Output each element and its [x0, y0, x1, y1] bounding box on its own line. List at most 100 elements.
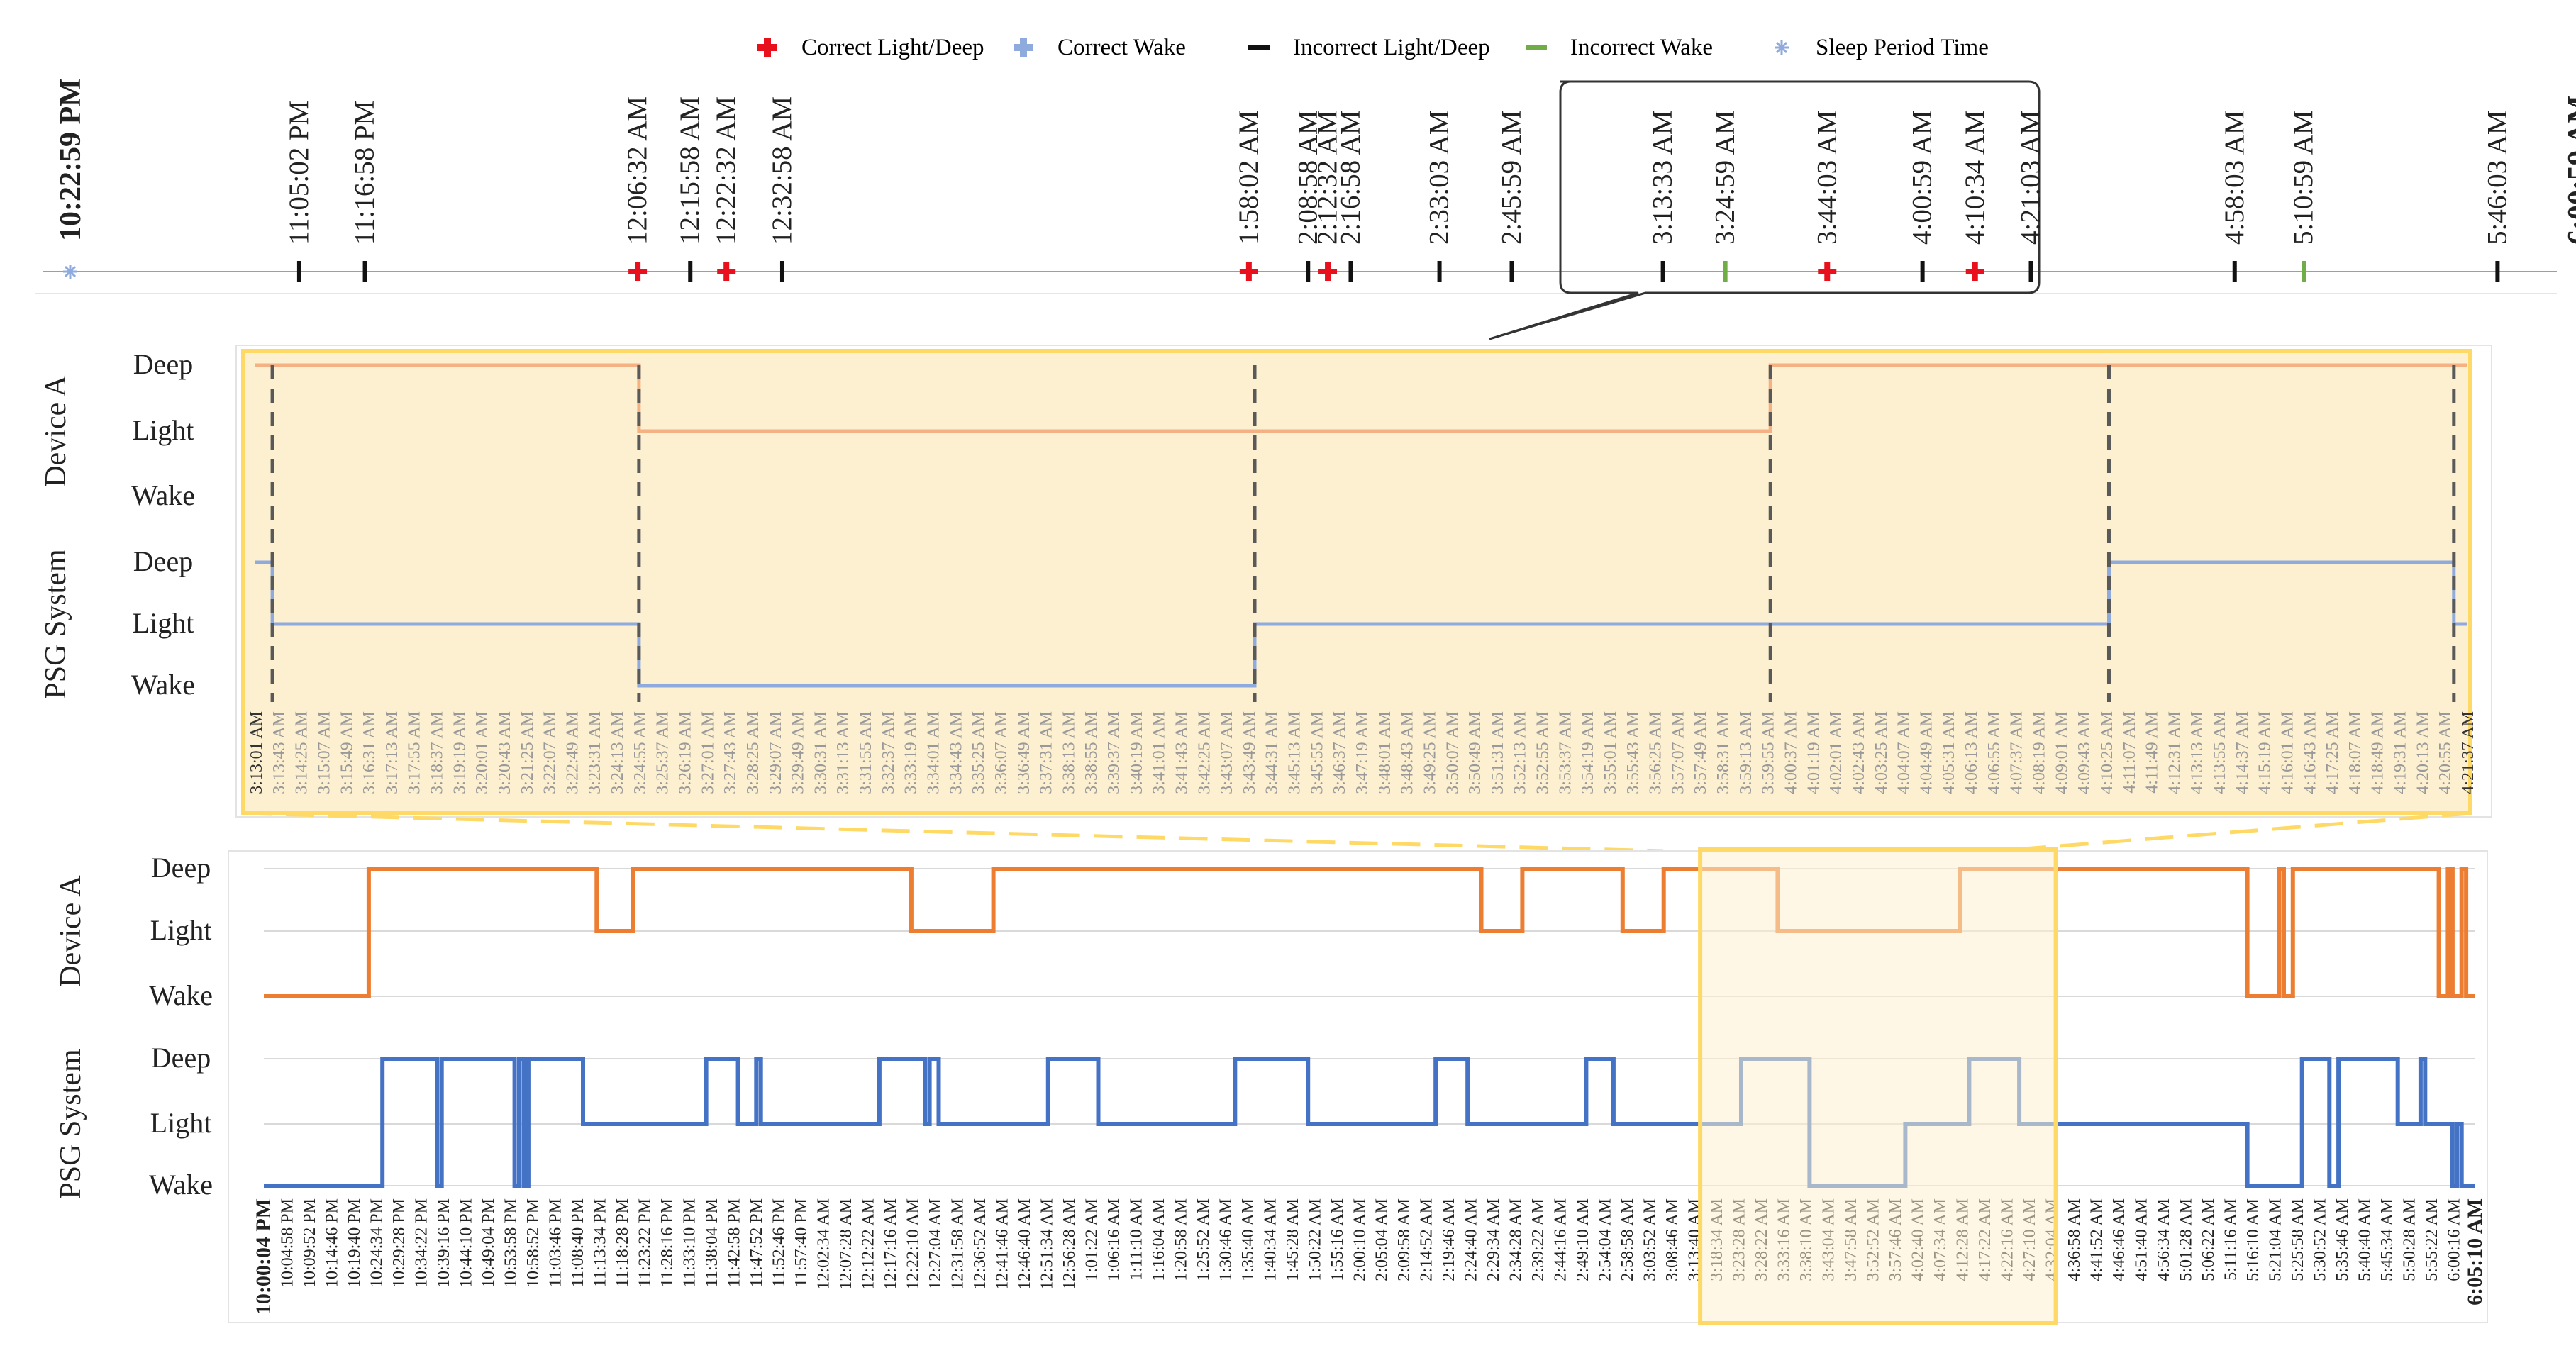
- overview-xtick-label: 5:50:28 AM: [2401, 1198, 2419, 1281]
- overview-xtick-label: 2:14:52 AM: [1418, 1198, 1436, 1281]
- legend-label: Correct Light/Deep: [801, 35, 984, 60]
- overview-xtick-label: 10:53:58 PM: [501, 1198, 520, 1288]
- overview-xtick-label: 4:56:34 AM: [2155, 1198, 2173, 1281]
- zoom-xtick-label: 3:18:37 AM: [428, 711, 447, 794]
- zoom-ylabel-device-a: Wake: [131, 479, 195, 511]
- overview-xtick-label: 12:02:34 AM: [814, 1198, 833, 1290]
- event-marker-incorrect: [2232, 261, 2237, 282]
- zoom-panel-label-device-a: Device A: [40, 375, 72, 487]
- zoom-xtick-label: 3:52:55 AM: [1534, 711, 1553, 794]
- overview-xtick-label: 2:39:22 AM: [1529, 1198, 1548, 1281]
- overview-xtick-label: 12:17:16 AM: [882, 1198, 900, 1290]
- overview-xtick-label: 10:19:40 PM: [345, 1198, 364, 1288]
- legend-label: Incorrect Light/Deep: [1293, 35, 1490, 60]
- legend-marker-plus-v: [764, 38, 771, 57]
- event-time-label: 3:44:03 AM: [1811, 110, 1842, 245]
- zoom-connector-right: [1996, 811, 2471, 853]
- overview-xtick-label: 11:57:40 PM: [792, 1198, 811, 1287]
- overview-xtick-label: 12:51:34 AM: [1038, 1198, 1056, 1290]
- legend-marker-dash: [1526, 45, 1547, 50]
- zoom-xtick-label: 4:18:49 AM: [2369, 711, 2387, 794]
- zoom-xtick-label: 4:20:55 AM: [2436, 711, 2455, 794]
- zoom-ylabel-psg: Wake: [131, 669, 195, 701]
- zoom-xtick-label: 3:13:01 AM: [248, 711, 266, 794]
- overview-ylabel-device-a: Deep: [151, 852, 211, 884]
- overview-xtick-label: 11:38:04 PM: [703, 1198, 721, 1287]
- zoom-xtick-label: 3:38:13 AM: [1060, 711, 1078, 794]
- zoom-xtick-label: 3:39:37 AM: [1105, 711, 1123, 794]
- overview-xtick-label: 10:49:04 PM: [479, 1198, 498, 1288]
- overview-xtick-label: 5:25:58 AM: [2289, 1198, 2307, 1281]
- event-marker-incorrect: [1920, 261, 1925, 282]
- overview-series-psg: [264, 1057, 2475, 1188]
- zoom-ylabel-device-a: Light: [133, 414, 194, 446]
- zoom-xtick-label: 4:17:25 AM: [2324, 711, 2342, 794]
- event-time-label: 2:33:03 AM: [1424, 110, 1455, 245]
- overview-xtick-label: 1:35:40 AM: [1239, 1198, 1258, 1281]
- overview-xtick-label: 1:40:34 AM: [1261, 1198, 1279, 1281]
- event-time-label: 3:24:59 AM: [1710, 110, 1741, 245]
- overview-ylabel-psg: Light: [150, 1107, 212, 1139]
- zoom-xtick-label: 3:37:31 AM: [1038, 711, 1056, 794]
- overview-xtick-label: 11:47:52 PM: [748, 1198, 766, 1287]
- event-time-label: 11:16:58 PM: [350, 101, 380, 245]
- legend: Correct Light/Deep Correct Wake Incorrect …: [757, 35, 1989, 60]
- overview-xtick-label: 11:33:10 PM: [680, 1198, 699, 1287]
- zoom-xtick-label: 4:05:31 AM: [1940, 711, 1958, 794]
- overview-xtick-label: 12:46:40 AM: [1016, 1198, 1034, 1290]
- zoom-xtick-label: 3:35:25 AM: [970, 711, 988, 794]
- overview-xtick-label: 4:51:40 AM: [2133, 1198, 2151, 1281]
- overview-xtick-label: 1:45:28 AM: [1284, 1198, 1302, 1281]
- overview-xtick-label: 5:40:40 AM: [2356, 1198, 2375, 1281]
- zoom-xtick-label: 4:06:13 AM: [1962, 711, 1981, 794]
- zoom-xtick-label: 3:25:37 AM: [654, 711, 672, 794]
- zoom-xtick-label: 4:04:49 AM: [1917, 711, 1936, 794]
- overview-xtick-label: 5:06:22 AM: [2199, 1198, 2218, 1281]
- overview-ylabel-device-a: Wake: [149, 979, 213, 1011]
- event-marker-incorrect: [1348, 261, 1353, 282]
- zoom-xtick-label: 3:28:25 AM: [744, 711, 762, 794]
- timeline-start-label: 10:22:59 PM: [55, 78, 87, 241]
- overview-xtick-label: 2:58:58 AM: [1619, 1198, 1637, 1281]
- zoom-xtick-label: 3:52:13 AM: [1511, 711, 1530, 794]
- event-time-label: 2:12:32 AM: [1312, 110, 1343, 245]
- overview-xtick-label: 11:52:46 PM: [770, 1198, 788, 1287]
- event-time-label: 6:00:59 AM: [2563, 95, 2576, 245]
- overview-xtick-label: 5:55:22 AM: [2423, 1198, 2441, 1281]
- event-time-label: 4:10:34 AM: [1960, 110, 1990, 245]
- zoom-xtick-label: 3:51:31 AM: [1489, 711, 1507, 794]
- zoom-xtick-label: 3:16:31 AM: [360, 711, 379, 794]
- overview-xtick-label: 12:07:28 AM: [837, 1198, 855, 1290]
- overview-xtick-label: 1:25:52 AM: [1194, 1198, 1213, 1281]
- zoom-xtick-label: 3:29:49 AM: [789, 711, 808, 794]
- zoom-xtick-label: 4:02:43 AM: [1850, 711, 1868, 794]
- zoom-xtick-label: 3:13:43 AM: [270, 711, 289, 794]
- zoom-xtick-label: 3:46:37 AM: [1331, 711, 1349, 794]
- overview-ylabel-psg: Deep: [151, 1042, 211, 1074]
- overview-xtick-label: 10:14:46 PM: [323, 1198, 342, 1288]
- zoom-xtick-label: 4:13:55 AM: [2211, 711, 2229, 794]
- zoom-connector-left: [243, 811, 1664, 853]
- zoom-xtick-label: 3:36:07 AM: [992, 711, 1011, 794]
- sleep-period-start-asterisk: [63, 265, 77, 279]
- overview-xtick-label: 2:44:16 AM: [1552, 1198, 1570, 1281]
- event-marker-incorrect: [296, 261, 301, 282]
- event-marker-incorrect: [1306, 261, 1311, 282]
- overview-xtick-label: 1:01:22 AM: [1082, 1198, 1101, 1281]
- overview-xtick-label: 2:00:10 AM: [1350, 1198, 1369, 1281]
- overview-xtick-label: 11:18:28 PM: [614, 1198, 632, 1287]
- overview-xtick-label: 3:08:46 AM: [1663, 1198, 1682, 1281]
- overview-xtick-label: 6:05:10 AM: [2463, 1198, 2487, 1305]
- zoom-xtick-label: 3:45:13 AM: [1286, 711, 1304, 794]
- overview-xtick-label: 12:12:22 AM: [859, 1198, 877, 1290]
- zoom-xtick-label: 3:24:13 AM: [609, 711, 627, 794]
- event-marker-correct: [1325, 262, 1331, 281]
- event-time-label: 2:45:59 AM: [1496, 110, 1526, 245]
- zoom-xtick-label: 3:45:55 AM: [1308, 711, 1326, 794]
- zoom-xtick-label: 3:55:01 AM: [1601, 711, 1620, 794]
- zoom-xtick-label: 4:15:19 AM: [2256, 711, 2275, 794]
- zoom-xtick-label: 3:38:55 AM: [1082, 711, 1101, 794]
- overview-xtick-label: 10:44:10 PM: [457, 1198, 476, 1288]
- overview-xtick-label: 11:28:16 PM: [658, 1198, 677, 1287]
